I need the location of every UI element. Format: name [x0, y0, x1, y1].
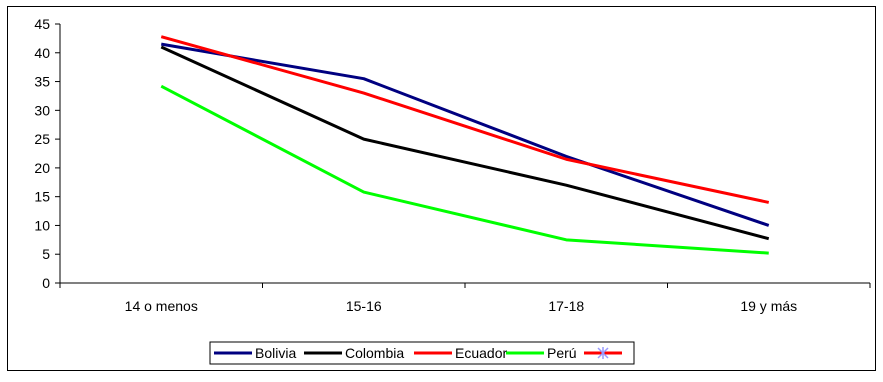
legend-label-3: Ecuador	[455, 345, 507, 361]
x-tick-label: 15-16	[346, 298, 382, 314]
y-tick-label: 20	[34, 160, 50, 176]
y-tick-label: 40	[34, 45, 50, 61]
y-tick-label: 35	[34, 74, 50, 90]
chart-frame	[7, 6, 876, 371]
y-tick-label: 10	[34, 217, 50, 233]
y-tick-label: 5	[42, 246, 50, 262]
legend-label-1: Bolivia	[255, 345, 296, 361]
series-line-4	[160, 84, 769, 255]
x-tick-label: 14 o menos	[125, 298, 198, 314]
series-line-2	[160, 45, 770, 241]
y-tick-label: 0	[42, 275, 50, 291]
y-tick-label: 30	[34, 102, 50, 118]
legend-label-4: Perú	[547, 345, 577, 361]
y-tick-label: 45	[34, 16, 50, 32]
y-tick-label: 25	[34, 131, 50, 147]
series-line-1	[160, 42, 770, 227]
legend-label-2: Colombia	[345, 345, 404, 361]
x-tick-label: 17-18	[548, 298, 584, 314]
x-tick-label: 19 y más	[740, 298, 797, 314]
series-line-3	[160, 35, 770, 204]
y-tick-label: 15	[34, 189, 50, 205]
